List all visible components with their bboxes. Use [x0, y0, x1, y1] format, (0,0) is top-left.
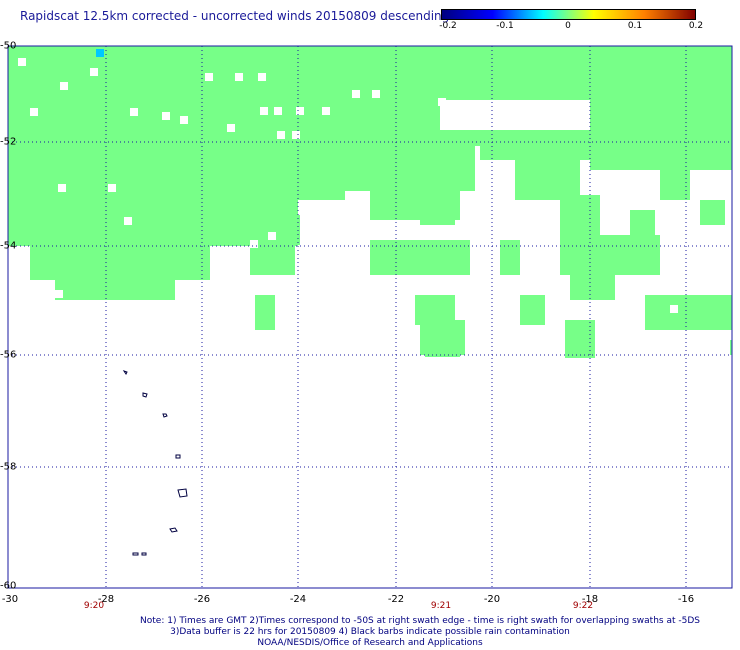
data-gap [372, 90, 380, 98]
data-gap [30, 108, 38, 116]
data-gap [227, 124, 235, 132]
colorbar [441, 9, 696, 20]
data-gap [670, 305, 678, 313]
data-gap [258, 73, 266, 81]
rain-barb [132, 552, 139, 556]
colorbar-tick: 0 [565, 21, 571, 31]
data-gap [520, 325, 528, 333]
lon-label: -20 [483, 594, 501, 605]
swath-time-label: 9:22 [572, 601, 594, 611]
data-gap [55, 290, 63, 298]
coverage-region [55, 270, 175, 300]
coverage-region [570, 270, 615, 300]
rain-barbs [122, 370, 188, 556]
difference-cell [96, 49, 104, 57]
lon-label: -18 [581, 594, 599, 605]
data-gap [108, 184, 116, 192]
rain-barb [142, 392, 148, 398]
coverage-region [630, 210, 655, 245]
coverage-region [515, 145, 580, 200]
coverage-region [645, 295, 732, 330]
lat-label: -52 [0, 136, 17, 148]
lat-label: -58 [0, 461, 17, 473]
footnote-line-1: Note: 1) Times are GMT 2)Times correspon… [140, 616, 700, 626]
data-gap [60, 82, 68, 90]
footnote-line-3: NOAA/NESDIS/Office of Research and Appli… [257, 638, 483, 648]
coverage-region [270, 215, 300, 245]
map-frame [7, 45, 733, 589]
coverage-region [255, 295, 275, 330]
rain-barb [175, 454, 181, 459]
no-data-area [440, 100, 590, 130]
data-gap [90, 68, 98, 76]
data-gap [15, 290, 23, 298]
rain-barb [122, 370, 128, 375]
lat-label: -60 [0, 580, 17, 592]
data-gap [124, 217, 132, 225]
data-gap [18, 58, 26, 66]
lon-label: -22 [387, 594, 405, 605]
lon-label: -16 [677, 594, 695, 605]
map-title: Rapidscat 12.5km corrected - uncorrected… [20, 9, 450, 23]
wind-coverage-fill [8, 46, 732, 358]
lat-label: -50 [0, 40, 17, 52]
colorbar-tick: 0.2 [688, 21, 704, 31]
coverage-region [520, 295, 545, 325]
data-gap [322, 107, 330, 115]
rain-barb [169, 527, 178, 533]
data-gap [277, 131, 285, 139]
swath-time-label: 9:20 [83, 601, 105, 611]
data-gap [205, 73, 213, 81]
data-gap [268, 232, 276, 240]
coverage-region [345, 146, 475, 191]
coverage-region [8, 140, 348, 190]
lon-label: -30 [1, 594, 19, 605]
data-gap [250, 240, 258, 248]
coverage-region [705, 140, 732, 170]
coverage-region [500, 240, 520, 275]
data-gap [130, 108, 138, 116]
rain-barb [177, 488, 188, 498]
data-gap [352, 90, 360, 98]
colorbar-tick: 0.1 [627, 21, 643, 31]
data-gap [274, 107, 282, 115]
coverage-region [660, 150, 690, 200]
data-gap [180, 116, 188, 124]
coverage-region [700, 200, 725, 225]
coverage-region [420, 165, 455, 225]
footnote-line-2: 3)Data buffer is 22 hrs for 20150809 4) … [170, 627, 570, 637]
lat-lon-grid [8, 46, 732, 588]
data-gap [58, 184, 66, 192]
rain-barb [162, 413, 168, 418]
coverage-region [370, 240, 470, 275]
data-gap [92, 305, 100, 313]
lat-label: -54 [0, 240, 17, 252]
colorbar-tick: -0.1 [496, 21, 514, 31]
lon-label: -26 [193, 594, 211, 605]
data-gap [235, 73, 243, 81]
data-gap [292, 131, 300, 139]
colorbar-tick: -0.2 [439, 21, 457, 31]
coverage-region [425, 345, 460, 357]
rain-barb [141, 552, 147, 556]
swath-time-label: 9:21 [430, 601, 452, 611]
data-gap [162, 112, 170, 120]
coverage-region [295, 140, 345, 200]
lon-label: -24 [289, 594, 307, 605]
lat-label: -56 [0, 349, 17, 361]
coverage-region [730, 340, 732, 355]
data-gap [260, 107, 268, 115]
data-gap [296, 107, 304, 115]
lon-label: -28 [97, 594, 115, 605]
